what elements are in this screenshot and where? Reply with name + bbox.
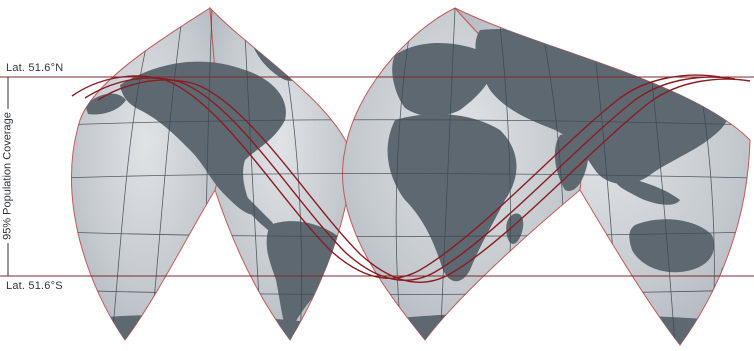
land-antarctica-east	[400, 312, 720, 345]
lobe-north-america-west	[71, 7, 220, 341]
land-central-america	[240, 190, 275, 231]
orbit-tracks	[71, 74, 751, 283]
land-north-america	[120, 61, 286, 215]
meridian-line	[439, 8, 456, 345]
north-latitude-label: Lat. 51.6°N	[4, 62, 66, 75]
coverage-label: 95% Population Coverage	[1, 109, 15, 243]
orbit-track-3	[97, 78, 751, 283]
parallel-line	[71, 173, 750, 179]
land-south-america	[266, 221, 349, 335]
meridian-line	[395, 29, 411, 345]
land-africa	[387, 114, 517, 282]
meridian-line	[649, 64, 676, 345]
orbit-track-2	[84, 76, 736, 281]
land-antarctica-west	[95, 314, 310, 345]
parallel-line	[71, 231, 750, 237]
meridian-line	[111, 29, 151, 341]
parallel-line	[71, 119, 750, 126]
land-southeast-asia	[614, 175, 680, 205]
land-europe	[392, 42, 493, 117]
land-alaska	[85, 93, 126, 115]
land-australia	[629, 219, 715, 273]
south-latitude-label: Lat. 51.6°S	[4, 280, 65, 293]
meridian-line	[284, 59, 303, 341]
